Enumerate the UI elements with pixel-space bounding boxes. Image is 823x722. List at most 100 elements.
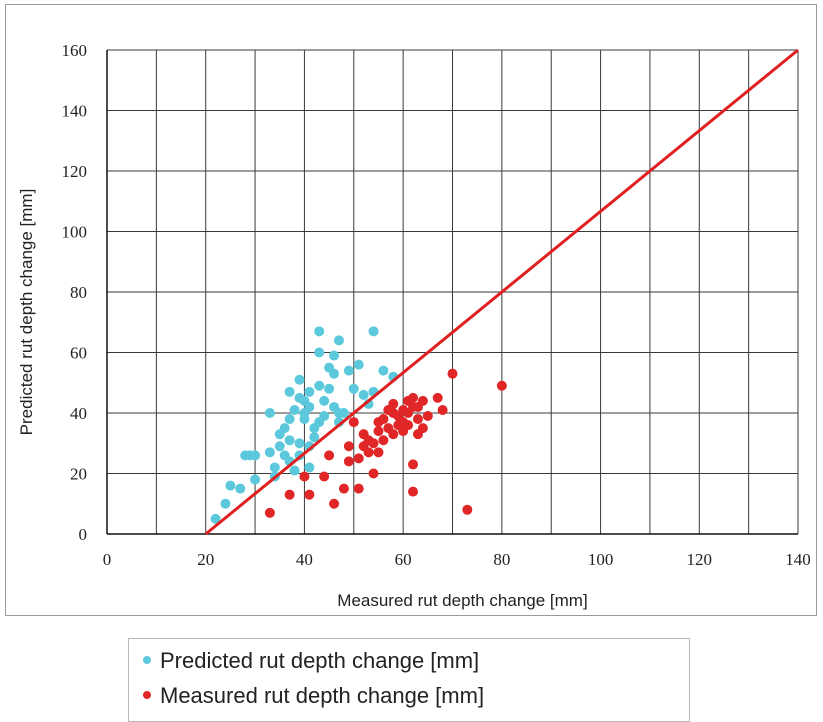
- data-point: [412, 414, 423, 425]
- data-point: [417, 395, 428, 406]
- data-point: [329, 368, 340, 379]
- data-point: [274, 441, 285, 452]
- data-point: [496, 380, 507, 391]
- data-point: [329, 498, 340, 509]
- data-point: [422, 411, 433, 422]
- x-tick-label: 20: [197, 550, 214, 569]
- data-point: [304, 386, 315, 397]
- data-point: [348, 417, 359, 428]
- data-point: [304, 462, 315, 473]
- data-point: [294, 438, 305, 449]
- data-point: [299, 414, 310, 425]
- y-tick-label: 140: [62, 102, 88, 121]
- x-tick-label: 0: [103, 550, 112, 569]
- data-point: [264, 408, 275, 418]
- data-point: [294, 374, 305, 385]
- data-point: [220, 498, 231, 509]
- data-point: [417, 423, 428, 434]
- data-point: [408, 486, 419, 497]
- data-point: [343, 441, 354, 452]
- series-predicted: [210, 326, 399, 524]
- data-point: [235, 483, 246, 494]
- data-point: [324, 383, 335, 394]
- x-tick-label: 100: [588, 550, 614, 569]
- data-point: [368, 468, 379, 479]
- data-point: [269, 462, 280, 473]
- data-point: [314, 380, 325, 391]
- data-point: [368, 438, 379, 449]
- data-point: [353, 453, 364, 464]
- y-tick-label: 80: [70, 283, 87, 302]
- data-point: [324, 450, 335, 461]
- legend: Predicted rut depth change [mm] Measured…: [128, 638, 690, 722]
- data-point: [373, 447, 384, 458]
- data-point: [304, 401, 315, 412]
- y-tick-label: 100: [62, 223, 88, 242]
- data-point: [284, 435, 295, 446]
- grid-lines: [106, 49, 799, 535]
- x-tick-labels: 0 20 40 60 80 100 120 140: [103, 550, 811, 569]
- data-point: [264, 507, 275, 518]
- data-point: [378, 414, 389, 425]
- data-point: [309, 432, 320, 443]
- data-point: [289, 465, 300, 476]
- x-tick-label: 120: [687, 550, 713, 569]
- legend-item-predicted: Predicted rut depth change [mm]: [143, 648, 479, 674]
- x-tick-label: 140: [785, 550, 811, 569]
- legend-item-measured: Measured rut depth change [mm]: [143, 683, 484, 709]
- data-point: [432, 392, 443, 403]
- data-point: [319, 395, 330, 406]
- y-tick-label: 40: [70, 404, 87, 423]
- y-tick-labels: 0 20 40 60 80 100 120 140 160: [62, 41, 88, 544]
- scatter-chart: 0 20 40 60 80 100 120 140 0 20 40 60 80 100 120 140 160…: [17, 41, 811, 610]
- data-point: [299, 471, 310, 482]
- data-point: [437, 404, 448, 415]
- data-point: [250, 474, 261, 485]
- data-point: [225, 480, 236, 491]
- legend-marker-predicted: [143, 656, 151, 665]
- data-point: [329, 350, 340, 361]
- data-point: [363, 447, 374, 458]
- y-tick-label: 60: [70, 344, 87, 363]
- y-axis-title: Predicted rut depth change [mm]: [17, 189, 36, 436]
- data-point: [284, 414, 295, 425]
- data-point: [378, 365, 389, 376]
- data-point: [408, 392, 419, 403]
- data-point: [250, 450, 261, 461]
- legend-marker-measured: [143, 691, 151, 700]
- data-point: [333, 335, 344, 346]
- data-point: [368, 326, 379, 337]
- data-point: [314, 347, 325, 358]
- x-tick-label: 40: [296, 550, 313, 569]
- data-point: [304, 489, 315, 500]
- data-point: [319, 411, 330, 422]
- legend-label-measured: Measured rut depth change [mm]: [160, 683, 485, 708]
- data-point: [289, 404, 300, 415]
- data-point: [264, 447, 275, 458]
- chart-frame: 0 20 40 60 80 100 120 140 0 20 40 60 80 100 120 140 160…: [5, 4, 817, 616]
- axes: [106, 50, 798, 535]
- data-point: [343, 365, 354, 376]
- data-point: [314, 326, 325, 337]
- data-point: [353, 483, 364, 494]
- x-tick-label: 80: [493, 550, 510, 569]
- data-point: [378, 435, 389, 446]
- data-point: [373, 426, 384, 437]
- data-point: [210, 513, 221, 524]
- data-point: [462, 504, 473, 515]
- y-tick-label: 20: [70, 465, 87, 484]
- y-tick-label: 120: [62, 162, 88, 181]
- data-point: [338, 483, 349, 494]
- data-point: [348, 383, 359, 394]
- data-point: [408, 459, 419, 470]
- data-point: [447, 368, 458, 379]
- data-point: [343, 456, 354, 467]
- data-point: [388, 398, 399, 409]
- data-point: [279, 423, 290, 434]
- x-tick-label: 60: [395, 550, 412, 569]
- data-point: [284, 489, 295, 500]
- data-point: [284, 386, 295, 397]
- y-tick-label: 160: [62, 41, 88, 60]
- reference-line: [204, 48, 799, 536]
- data-point: [353, 359, 364, 370]
